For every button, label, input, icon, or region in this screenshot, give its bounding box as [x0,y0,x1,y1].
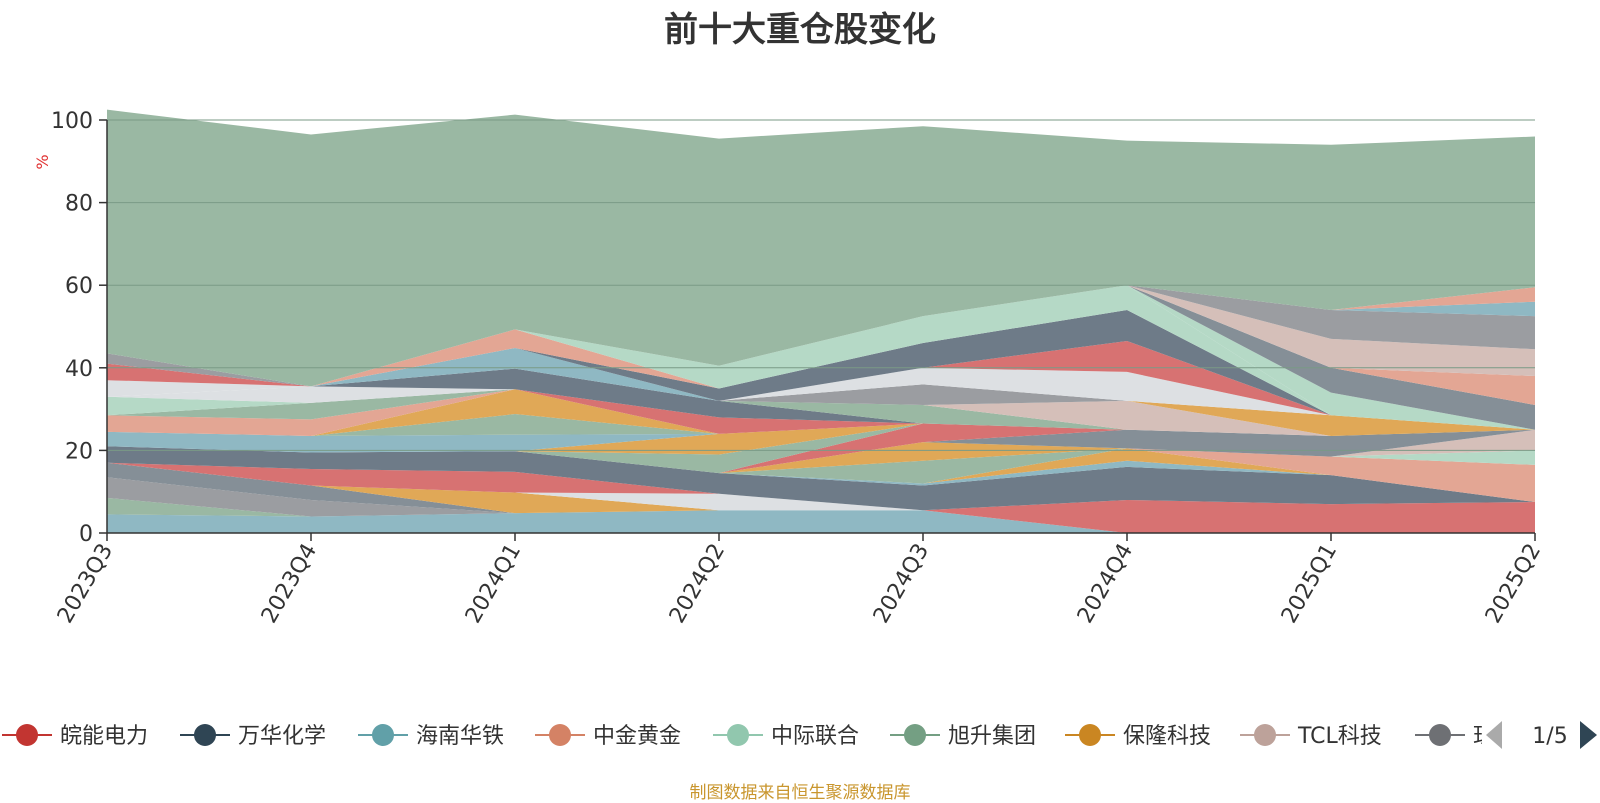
y-axis-unit: % [33,154,52,169]
legend-item[interactable]: 万华化学 [180,724,326,749]
legend-item[interactable]: 海南华铁 [358,724,504,749]
legend-item[interactable]: 旭升集团 [890,724,1036,749]
legend-pager: 1/5 [1486,721,1597,749]
legend-marker [194,724,216,746]
y-tick-label: 0 [79,522,93,547]
area-series-29 [107,347,1535,436]
legend-marker [727,724,749,746]
area-series-0 [107,510,1535,533]
legend-label: 海南华铁 [416,724,504,749]
legend-label: TCL科技 [1297,724,1382,749]
area-series-28 [107,368,1535,436]
x-tick-label: 2024Q3 [869,540,934,628]
x-tick-label: 2025Q2 [1481,540,1546,628]
area-series-18 [107,423,1535,474]
area-series-21 [107,414,1535,436]
x-tick-label: 2023Q3 [53,540,118,628]
area-series-32 [107,347,1535,436]
legend-label: 中际联合 [771,724,859,749]
legend-label: 皖能电力 [60,724,148,749]
area-series-7 [107,462,1535,511]
legend-marker [372,724,394,746]
area-series-47 [107,109,1535,387]
area-series-19 [107,423,1535,455]
area-series-5 [107,462,1535,514]
area-series-20 [107,423,1535,453]
y-tick-label: 60 [65,274,93,299]
legend-marker [549,724,571,746]
grid-lines [107,119,1535,451]
area-series-37 [107,309,1535,430]
legend-label: 珏 [1473,724,1495,749]
x-tick-label: 2024Q1 [461,540,526,628]
x-tick-label: 2024Q4 [1073,540,1138,628]
legend-item[interactable]: TCL科技 [1240,724,1382,749]
legend-marker [1254,724,1276,746]
area-series-40 [107,285,1535,430]
legend-item[interactable]: 中金黄金 [535,724,681,749]
legend-label: 万华化学 [238,724,326,749]
area-series-8 [107,446,1535,511]
area-series-36 [107,309,1535,430]
legend-marker [1079,724,1101,746]
legend-item[interactable]: 保隆科技 [1065,724,1211,749]
area-series-31 [107,347,1535,436]
area-series-26 [107,386,1535,436]
x-tick-label: 2024Q2 [665,540,730,628]
legend-marker [1429,724,1451,746]
area-series-16 [107,429,1535,474]
legend-label: 旭升集团 [948,724,1036,749]
area-series-4 [107,462,1535,533]
legend-item[interactable]: 珏 [1415,724,1495,749]
legend-next-icon[interactable] [1580,721,1597,749]
area-layers [107,109,1535,533]
legend-item[interactable]: 皖能电力 [2,724,148,749]
y-tick-label: 100 [51,109,93,134]
y-tick-label: 40 [65,357,93,382]
source-note: 制图数据来自恒生聚源数据库 [689,783,911,803]
chart-title: 前十大重仓股变化 [664,10,936,50]
legend-marker [904,724,926,746]
area-series-35 [107,340,1535,430]
legend-label: 中金黄金 [593,724,681,749]
area-series-15 [107,429,1535,474]
area-series-23 [107,389,1535,436]
area-series-34 [107,347,1535,430]
legend-label: 保隆科技 [1123,724,1211,749]
legend-item[interactable]: 中际联合 [713,724,859,749]
y-tick-label: 20 [65,439,93,464]
legend-page-indicator: 1/5 [1532,724,1567,749]
legend-marker [16,724,38,746]
legend-prev-icon[interactable] [1486,721,1502,749]
area-series-10 [107,446,1535,503]
y-tick-label: 80 [65,192,93,217]
legend: 皖能电力 万华化学 海南华铁 中金黄金 中际联合 旭升集团 保隆科技 TCL科技 珏 [2,724,1495,749]
x-tick-label: 2025Q1 [1277,540,1342,628]
area-series-27 [107,386,1535,436]
area-series-14 [107,429,1535,484]
area-series-38 [107,285,1535,430]
area-series-3 [107,462,1535,533]
x-tick-label: 2023Q4 [257,540,322,628]
